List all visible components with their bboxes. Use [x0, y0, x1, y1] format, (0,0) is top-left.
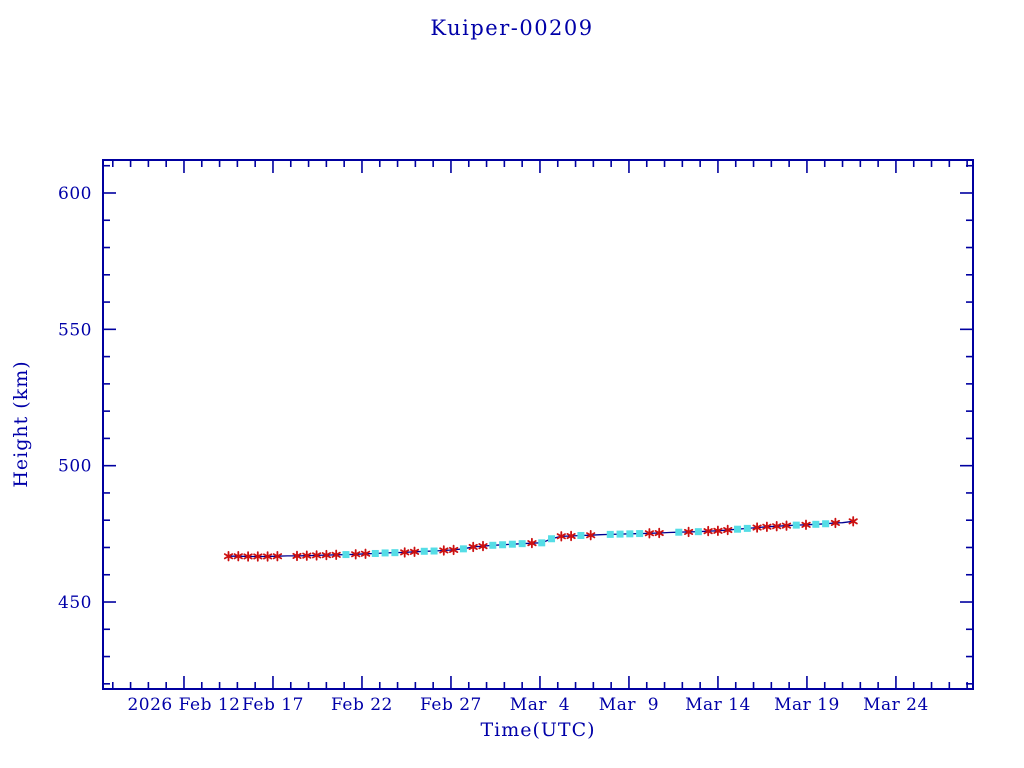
data-point-red: [439, 545, 449, 556]
data-point-red: [468, 541, 478, 553]
axis-ticks: [103, 160, 973, 689]
data-point-cyan: [489, 541, 497, 549]
data-point-red: [644, 528, 654, 539]
x-tick-label: Feb 22: [331, 695, 393, 715]
data-point-red: [713, 525, 723, 536]
data-point-red: [223, 551, 234, 562]
y-tick-label: 600: [58, 184, 92, 204]
data-point-cyan: [459, 545, 467, 553]
data-point-red: [478, 540, 488, 552]
data-point-cyan: [743, 524, 751, 532]
data-point-red: [527, 537, 537, 549]
data-point-cyan: [430, 547, 438, 555]
data-point-red: [253, 551, 263, 562]
data-point-red: [848, 516, 858, 527]
data-point-cyan: [694, 528, 702, 536]
y-tick-label: 450: [58, 593, 92, 613]
x-axis-title: Time(UTC): [480, 719, 596, 741]
x-tick-labels: 2026 Feb 12 Feb 17 Feb 22 Feb 27 Mar 4 Mar 9 M…: [127, 695, 928, 715]
data-point-cyan: [616, 530, 624, 538]
data-point-red: [772, 521, 782, 532]
data-point-red: [400, 547, 410, 558]
data-point-cyan: [675, 528, 683, 536]
data-point-red: [723, 524, 733, 536]
data-point-red: [654, 527, 664, 539]
cyan-square-markers: [342, 520, 830, 559]
data-point-cyan: [499, 541, 507, 549]
x-tick-label: Mar 24: [863, 695, 929, 715]
data-point-cyan: [626, 530, 634, 538]
data-point-red: [801, 519, 811, 530]
data-point-red: [566, 530, 576, 542]
data-point-red: [243, 551, 253, 562]
data-point-red: [312, 550, 322, 561]
data-point-red: [830, 517, 840, 529]
red-asterisk-markers: [223, 516, 858, 562]
data-point-cyan: [391, 549, 399, 557]
data-point-red: [331, 549, 341, 560]
x-tick-label: Feb 27: [420, 695, 482, 715]
data-point-red: [272, 551, 283, 562]
data-point-cyan: [381, 549, 389, 557]
data-point-cyan: [420, 547, 428, 555]
data-point-cyan: [577, 531, 585, 539]
x-tick-label: 2026 Feb 12: [127, 695, 240, 715]
x-tick-label: Mar 4: [510, 695, 570, 715]
x-tick-label: Mar 14: [685, 695, 751, 715]
data-point-red: [263, 551, 273, 562]
data-point-red: [752, 522, 762, 533]
axes-frame: [102, 159, 974, 690]
data-point-cyan: [342, 551, 350, 559]
data-point-cyan: [606, 530, 614, 538]
data-point-red: [449, 544, 459, 556]
data-point-cyan: [822, 520, 830, 528]
y-tick-labels: 450 500 550 600: [58, 184, 92, 613]
data-point-red: [762, 521, 772, 532]
data-point-red: [321, 549, 331, 561]
data-point-red: [409, 546, 420, 557]
data-point-red: [292, 550, 302, 562]
x-tick-label: Feb 17: [242, 695, 304, 715]
chart-title: Kuiper-00209: [430, 16, 594, 40]
data-point-red: [556, 531, 566, 542]
data-point-cyan: [636, 530, 644, 538]
data-point-red: [302, 550, 312, 561]
x-tick-label: Mar 9: [599, 695, 659, 715]
y-tick-label: 550: [58, 320, 92, 340]
data-point-red: [351, 549, 361, 560]
data-point-cyan: [734, 525, 742, 533]
x-tick-label: Mar 19: [774, 695, 840, 715]
data-point-cyan: [812, 520, 820, 528]
data-point-red: [781, 520, 792, 531]
data-point-cyan: [508, 540, 516, 548]
data-point-red: [703, 525, 713, 537]
data-point-cyan: [371, 549, 379, 557]
data-point-cyan: [538, 539, 546, 547]
data-point-red: [586, 530, 596, 541]
data-point-cyan: [792, 521, 800, 529]
data-point-red: [684, 526, 694, 538]
data-point-cyan: [548, 535, 556, 543]
data-point-red: [360, 548, 371, 559]
data-point-cyan: [518, 540, 526, 548]
data-point-red: [233, 551, 243, 562]
y-tick-label: 500: [58, 457, 92, 477]
